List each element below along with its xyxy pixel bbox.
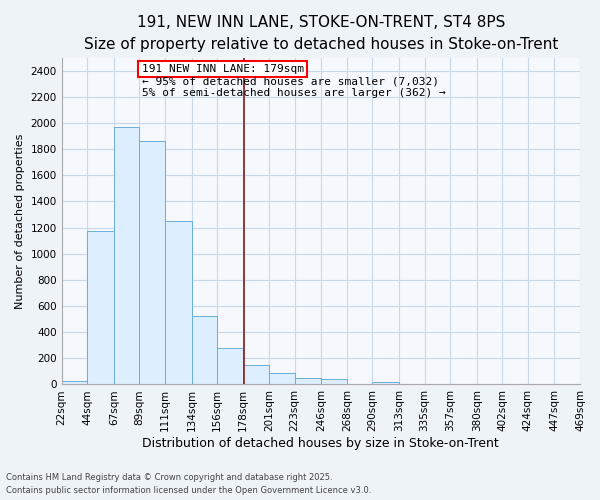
- Bar: [87, 232, 114, 384]
- Bar: [62, 380, 87, 384]
- Title: 191, NEW INN LANE, STOKE-ON-TRENT, ST4 8PS
Size of property relative to detached: 191, NEW INN LANE, STOKE-ON-TRENT, ST4 8…: [83, 15, 558, 52]
- Text: 5% of semi-detached houses are larger (362) →: 5% of semi-detached houses are larger (3…: [142, 88, 445, 99]
- Bar: [165, 221, 191, 384]
- Bar: [295, 378, 322, 384]
- Bar: [269, 374, 295, 384]
- Text: 191 NEW INN LANE: 179sqm: 191 NEW INN LANE: 179sqm: [142, 64, 304, 74]
- Bar: [217, 348, 242, 385]
- Bar: [322, 379, 347, 384]
- Bar: [242, 365, 269, 384]
- Y-axis label: Number of detached properties: Number of detached properties: [15, 134, 25, 308]
- Text: ← 95% of detached houses are smaller (7,032): ← 95% of detached houses are smaller (7,…: [142, 76, 439, 86]
- X-axis label: Distribution of detached houses by size in Stoke-on-Trent: Distribution of detached houses by size …: [142, 437, 499, 450]
- Bar: [191, 316, 217, 384]
- Text: Contains HM Land Registry data © Crown copyright and database right 2025.
Contai: Contains HM Land Registry data © Crown c…: [6, 474, 371, 495]
- Bar: [139, 141, 165, 384]
- Bar: [114, 127, 139, 384]
- Bar: [373, 382, 399, 384]
